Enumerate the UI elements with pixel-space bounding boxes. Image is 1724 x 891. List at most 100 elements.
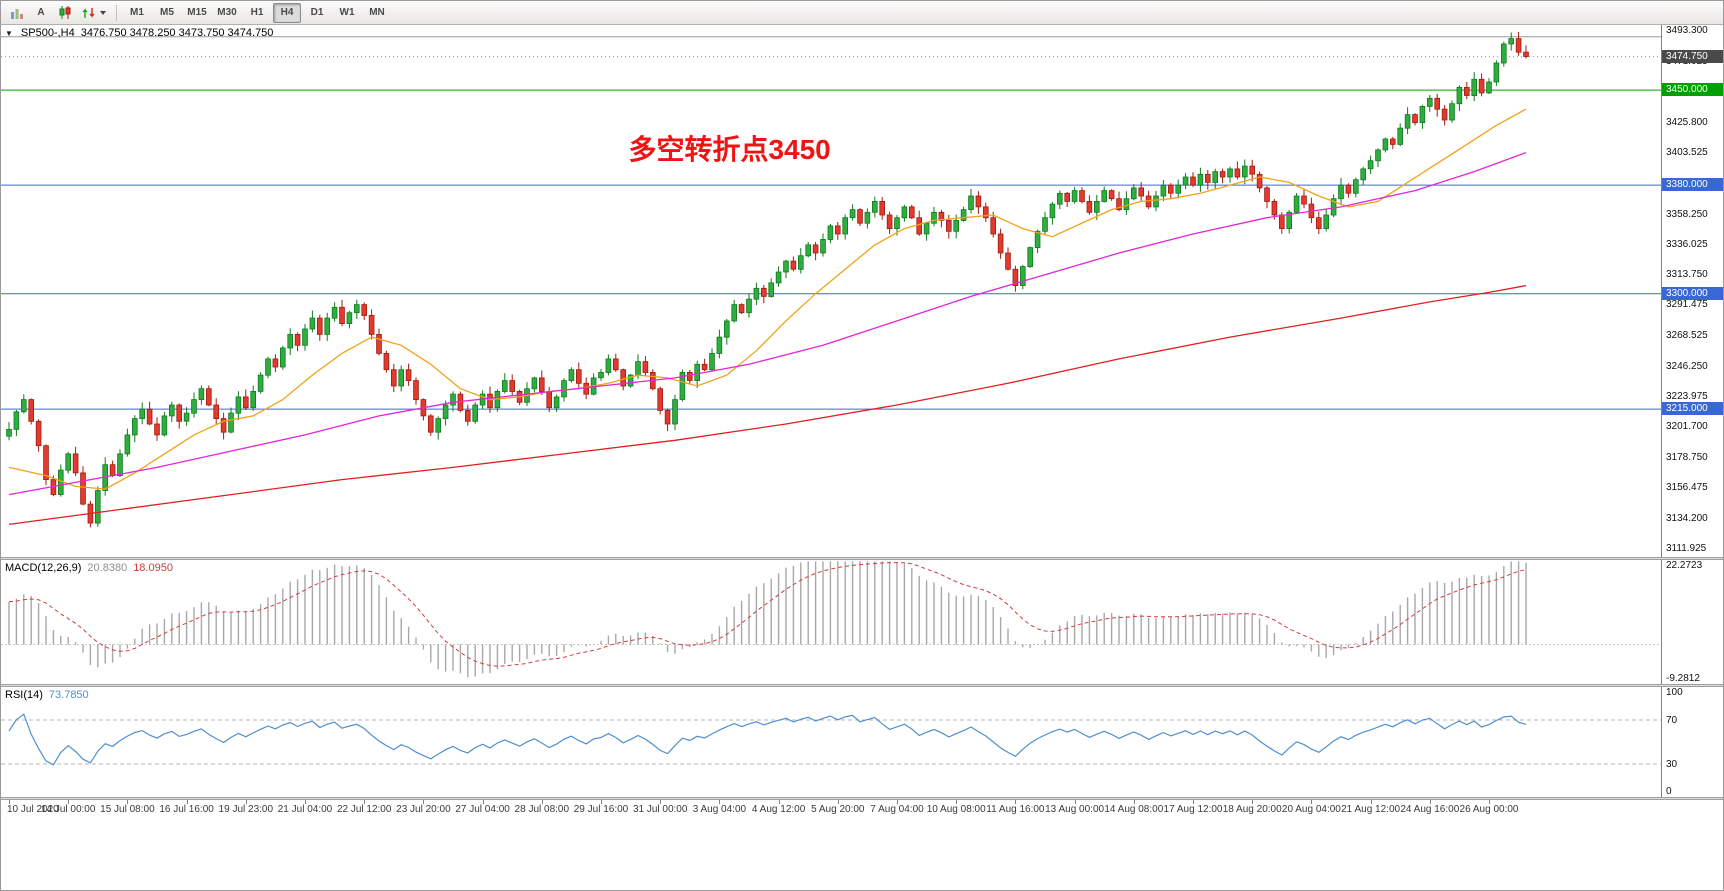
- time-tick: [837, 800, 839, 804]
- time-axis[interactable]: 10 Jul 2020 14 Jul 00:00 15 Jul 08:00 16 Ju…: [1, 800, 1723, 818]
- candlestick-icon: [59, 6, 71, 19]
- price-tick: 3111.925: [1666, 542, 1707, 554]
- time-tick: [1489, 800, 1490, 804]
- bar-chart-icon: [11, 8, 23, 19]
- time-tick: [1252, 800, 1254, 804]
- bar-chart-icon[interactable]: [6, 3, 28, 23]
- timeframe-button-M15[interactable]: M15: [183, 3, 211, 23]
- time-tick: [1193, 800, 1194, 804]
- time-tick: [778, 800, 780, 804]
- macd-tick: 22.2723: [1666, 560, 1703, 571]
- time-tick: [423, 800, 425, 804]
- time-tick: [1074, 800, 1076, 804]
- toolbar-separator: [116, 4, 117, 21]
- price-badge: 3380.000: [1662, 178, 1723, 192]
- rsi-tick: 0: [1666, 786, 1672, 797]
- panel-separator[interactable]: [1, 684, 1723, 687]
- timeframe-button-W1[interactable]: W1: [333, 3, 361, 23]
- price-tick: 3358.250: [1666, 208, 1708, 220]
- time-tick: [541, 800, 543, 804]
- price-tick: 3134.200: [1666, 512, 1708, 524]
- rsi-value: 73.7850: [48, 689, 89, 701]
- price-tick: 3156.475: [1666, 482, 1708, 494]
- time-tick: [660, 800, 662, 804]
- timeframe-button-D1[interactable]: D1: [303, 3, 331, 23]
- time-tick: [68, 800, 70, 804]
- rsi-axis: 100 70 30 0: [1661, 687, 1723, 797]
- time-label: 4 Aug 12:00: [751, 804, 806, 815]
- main-chart-panel[interactable]: ▼ SP500-,H4 3476.750 3478.250 3473.750 3…: [1, 25, 1723, 557]
- price-badge: 3474.750: [1662, 49, 1723, 63]
- time-label: 11 Aug 16:00: [986, 804, 1045, 815]
- price-tick: 3201.700: [1666, 421, 1708, 433]
- time-label: 15 Jul 08:00: [100, 804, 155, 815]
- time-label: 21 Jul 04:00: [277, 804, 333, 815]
- rsi-chart[interactable]: [1, 687, 1661, 797]
- time-tick: [601, 800, 602, 804]
- macd-main-value: 20.8380: [87, 562, 128, 574]
- rsi-tick: 30: [1666, 759, 1678, 770]
- time-tick: [305, 800, 306, 804]
- rsi-tick: 100: [1666, 687, 1683, 698]
- timeframe-group: M1 M5 M15 M30 H1 H4 D1 W1 MN: [122, 2, 392, 23]
- symbol-dropdown-icon[interactable]: ▼: [5, 29, 13, 38]
- candlestick-chart[interactable]: [1, 25, 1661, 557]
- rsi-label: RSI(14): [5, 689, 43, 701]
- timeframe-button-M5[interactable]: M5: [153, 3, 181, 23]
- toolbar: A M1 M5 M15 M30 H1 H4 D1 W1 MN: [1, 1, 1723, 25]
- price-tick: 3291.475: [1666, 299, 1708, 311]
- price-tick: 3313.750: [1666, 269, 1708, 281]
- panel-separator[interactable]: [1, 557, 1723, 560]
- time-label: 23 Jul 20:00: [396, 804, 451, 815]
- macd-axis: 22.2723 -9.2812: [1661, 560, 1723, 684]
- price-tick: 3268.525: [1666, 330, 1708, 342]
- macd-signal-value: 18.0950: [133, 562, 173, 574]
- time-label: 10 Jul 2020: [7, 804, 59, 815]
- time-label: 24 Aug 16:00: [1400, 804, 1460, 815]
- time-tick: [1370, 800, 1372, 804]
- time-label: 19 Jul 23:00: [218, 804, 274, 815]
- price-tick: 3403.525: [1666, 147, 1708, 159]
- time-label: 18 Aug 20:00: [1222, 804, 1282, 815]
- price-tick: 3336.025: [1666, 238, 1708, 250]
- timeframe-button-H4[interactable]: H4: [273, 2, 301, 23]
- time-label: 28 Jul 08:00: [514, 804, 570, 815]
- rsi-tick: 70: [1666, 715, 1678, 726]
- timeframe-button-H1[interactable]: H1: [243, 3, 271, 23]
- time-tick: [897, 800, 898, 804]
- price-axis[interactable]: 3493.3003471.0253425.8003403.5253358.250…: [1661, 25, 1723, 557]
- time-label: 13 Aug 00:00: [1045, 804, 1105, 815]
- time-label: 31 Jul 00:00: [632, 804, 688, 815]
- text-annotation-icon: A: [37, 7, 45, 18]
- time-tick: [9, 800, 10, 804]
- macd-header: MACD(12,26,9) 20.8380 18.0950: [5, 562, 173, 574]
- macd-chart[interactable]: [1, 560, 1661, 684]
- rsi-panel[interactable]: RSI(14) 73.7850 100 70 30 0: [1, 687, 1723, 797]
- candlestick-style-button[interactable]: [54, 3, 76, 23]
- time-label: 21 Aug 12:00: [1341, 804, 1401, 815]
- time-label: 16 Jul 16:00: [159, 804, 214, 815]
- ma-mid-magenta: [8, 151, 1527, 496]
- text-annotation-button[interactable]: A: [30, 3, 52, 23]
- time-tick: [186, 800, 188, 804]
- timeframe-button-M30[interactable]: M30: [213, 3, 241, 23]
- rsi-header: RSI(14) 73.7850: [5, 689, 89, 701]
- time-label: 10 Aug 08:00: [926, 804, 986, 815]
- macd-panel[interactable]: MACD(12,26,9) 20.8380 18.0950 22.2723 -9.…: [1, 560, 1723, 684]
- time-label: 14 Aug 08:00: [1104, 804, 1164, 815]
- time-tick: [1133, 800, 1135, 804]
- time-label: 22 Jul 12:00: [336, 804, 392, 815]
- time-label: 17 Aug 12:00: [1163, 804, 1223, 815]
- time-tick: [956, 800, 958, 804]
- price-tick: 3178.750: [1666, 452, 1708, 464]
- timeframe-button-MN[interactable]: MN: [363, 3, 391, 23]
- price-tick: 3425.800: [1666, 116, 1708, 128]
- indicator-arrows-button[interactable]: [78, 3, 110, 23]
- panel-separator[interactable]: [1, 797, 1723, 800]
- timeframe-button-M1[interactable]: M1: [123, 3, 151, 23]
- macd-tick: -9.2812: [1666, 672, 1700, 684]
- symbol-label: SP500-,H4: [20, 27, 75, 39]
- time-label: 7 Aug 04:00: [870, 804, 924, 815]
- time-tick: [127, 800, 129, 804]
